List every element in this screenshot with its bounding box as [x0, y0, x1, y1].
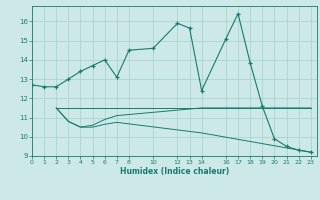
X-axis label: Humidex (Indice chaleur): Humidex (Indice chaleur)	[120, 167, 229, 176]
